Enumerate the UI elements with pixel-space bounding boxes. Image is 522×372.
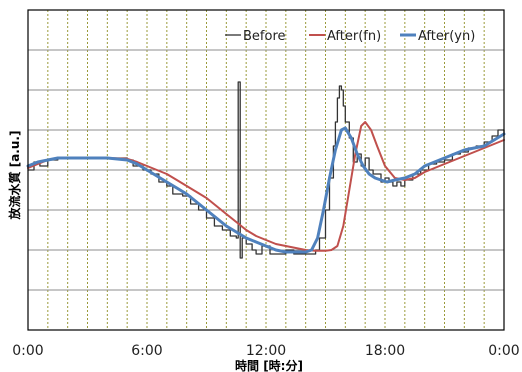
x-tick-labels: 0:00 6:00 12:00 18:00 0:00 bbox=[12, 343, 519, 359]
x-tick-label: 6:00 bbox=[131, 343, 162, 359]
series-lines bbox=[26, 81, 506, 259]
x-axis-title: 時間 [時:分] bbox=[235, 358, 303, 372]
series-line-1 bbox=[27, 121, 505, 252]
legend: Before After(fn) After(yn) bbox=[225, 29, 475, 44]
x-tick-label: 12:00 bbox=[246, 343, 286, 359]
plot-area-frame bbox=[27, 9, 505, 331]
legend-label: After(yn) bbox=[418, 29, 475, 44]
x-tick-label: 0:00 bbox=[12, 343, 43, 359]
series-line-2 bbox=[26, 126, 506, 254]
x-tick-label: 0:00 bbox=[488, 343, 519, 359]
legend-label: After(fn) bbox=[327, 29, 381, 44]
x-tick-label: 18:00 bbox=[365, 343, 405, 359]
grid bbox=[28, 10, 504, 330]
y-axis-title: 放流水質 [a.u.] bbox=[7, 131, 22, 221]
legend-label: Before bbox=[243, 29, 286, 44]
